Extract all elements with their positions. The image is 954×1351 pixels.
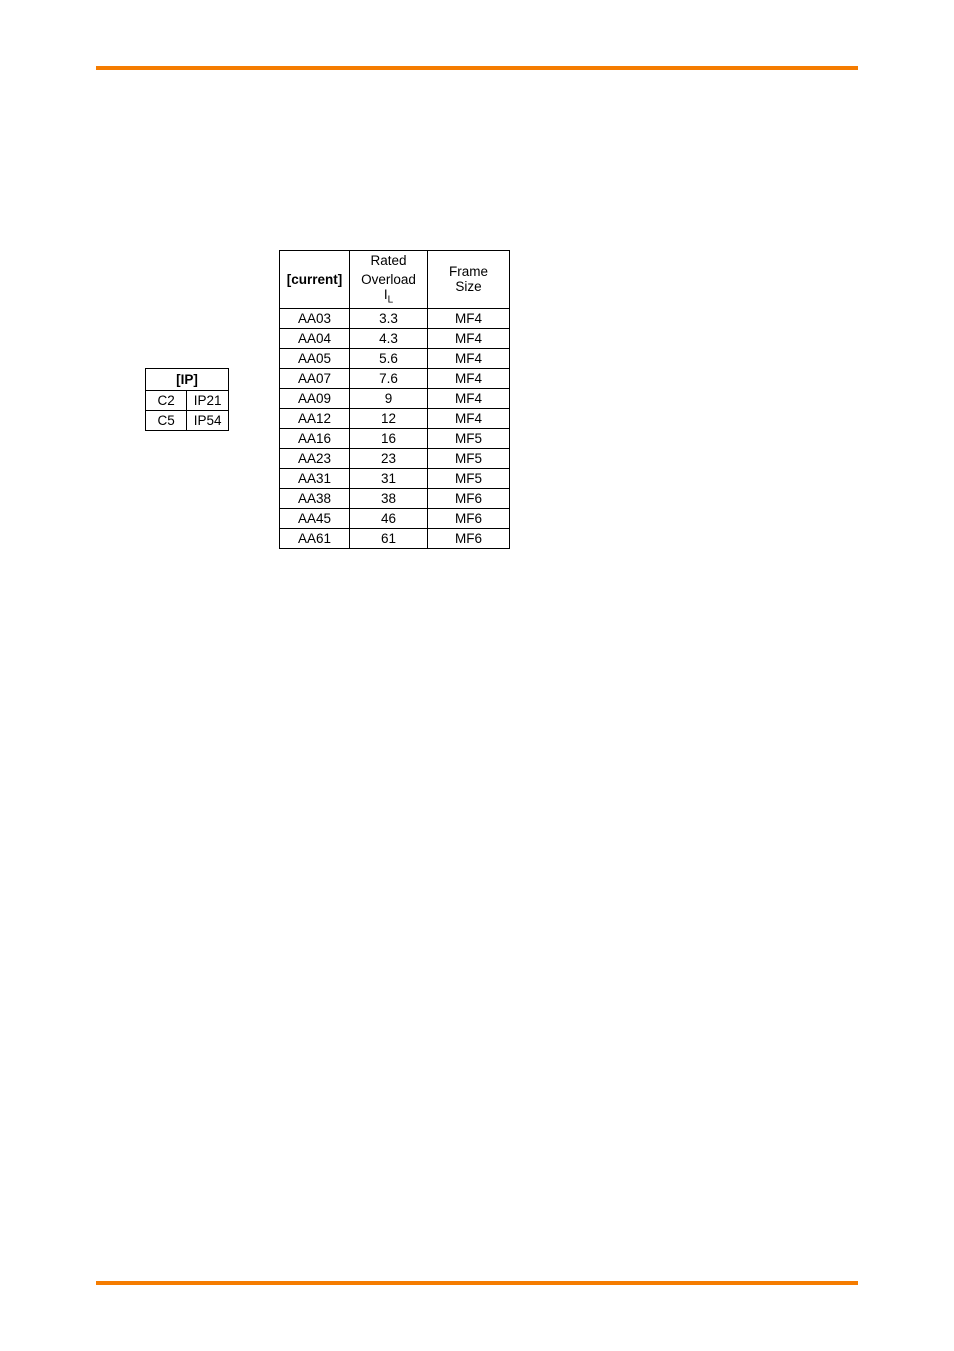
- table-cell: MF4: [428, 368, 510, 388]
- divider-top: [96, 66, 858, 70]
- table-row: AA6161MF6: [280, 528, 510, 548]
- table-cell: 4.3: [350, 328, 428, 348]
- table-cell: AA07: [280, 368, 350, 388]
- ip-table: [IP] C2 IP21 C5 IP54: [145, 368, 229, 431]
- table-cell: MF5: [428, 468, 510, 488]
- table-cell: MF5: [428, 428, 510, 448]
- table-row: AA3131MF5: [280, 468, 510, 488]
- table-cell: MF6: [428, 528, 510, 548]
- current-header-rated: Rated: [350, 251, 428, 271]
- table-row: AA033.3MF4: [280, 308, 510, 328]
- table-cell: 3.3: [350, 308, 428, 328]
- tables-container: [IP] C2 IP21 C5 IP54 [current] Rated Fra…: [145, 250, 510, 549]
- table-cell: IP21: [187, 390, 229, 410]
- table-cell: AA09: [280, 388, 350, 408]
- table-cell: MF4: [428, 328, 510, 348]
- table-cell: MF4: [428, 408, 510, 428]
- table-cell: AA05: [280, 348, 350, 368]
- table-row: AA3838MF6: [280, 488, 510, 508]
- table-row: AA4546MF6: [280, 508, 510, 528]
- table-cell: MF6: [428, 488, 510, 508]
- table-row: AA1212MF4: [280, 408, 510, 428]
- table-cell: AA61: [280, 528, 350, 548]
- ip-table-header: [IP]: [146, 368, 229, 390]
- table-cell: MF5: [428, 448, 510, 468]
- table-cell: MF4: [428, 308, 510, 328]
- table-cell: AA31: [280, 468, 350, 488]
- table-row: AA2323MF5: [280, 448, 510, 468]
- table-cell: 12: [350, 408, 428, 428]
- table-cell: AA04: [280, 328, 350, 348]
- table-cell: AA16: [280, 428, 350, 448]
- table-row: AA055.6MF4: [280, 348, 510, 368]
- table-cell: AA03: [280, 308, 350, 328]
- table-row: C2 IP21: [146, 390, 229, 410]
- table-cell: 38: [350, 488, 428, 508]
- table-cell: AA45: [280, 508, 350, 528]
- table-cell: 46: [350, 508, 428, 528]
- table-row: AA1616MF5: [280, 428, 510, 448]
- divider-bottom: [96, 1281, 858, 1285]
- table-cell: MF6: [428, 508, 510, 528]
- table-cell: AA12: [280, 408, 350, 428]
- table-cell: C5: [146, 410, 187, 430]
- table-row: AA077.6MF4: [280, 368, 510, 388]
- table-row: AA044.3MF4: [280, 328, 510, 348]
- table-cell: 5.6: [350, 348, 428, 368]
- current-header-overload: Overload IL: [350, 270, 428, 308]
- table-cell: IP54: [187, 410, 229, 430]
- table-cell: MF4: [428, 388, 510, 408]
- table-cell: 16: [350, 428, 428, 448]
- current-header-framesize: Frame Size: [428, 251, 510, 309]
- table-cell: 31: [350, 468, 428, 488]
- table-cell: AA23: [280, 448, 350, 468]
- table-cell: 9: [350, 388, 428, 408]
- current-table-body: AA033.3MF4 AA044.3MF4 AA055.6MF4 AA077.6…: [280, 308, 510, 548]
- table-cell: MF4: [428, 348, 510, 368]
- ip-table-body: C2 IP21 C5 IP54: [146, 390, 229, 430]
- table-cell: C2: [146, 390, 187, 410]
- table-row: C5 IP54: [146, 410, 229, 430]
- table-cell: 7.6: [350, 368, 428, 388]
- table-cell: 23: [350, 448, 428, 468]
- table-cell: 61: [350, 528, 428, 548]
- table-row: AA099MF4: [280, 388, 510, 408]
- table-cell: AA38: [280, 488, 350, 508]
- current-header-col1: [current]: [280, 251, 350, 309]
- current-table: [current] Rated Frame Size Overload IL A…: [279, 250, 510, 549]
